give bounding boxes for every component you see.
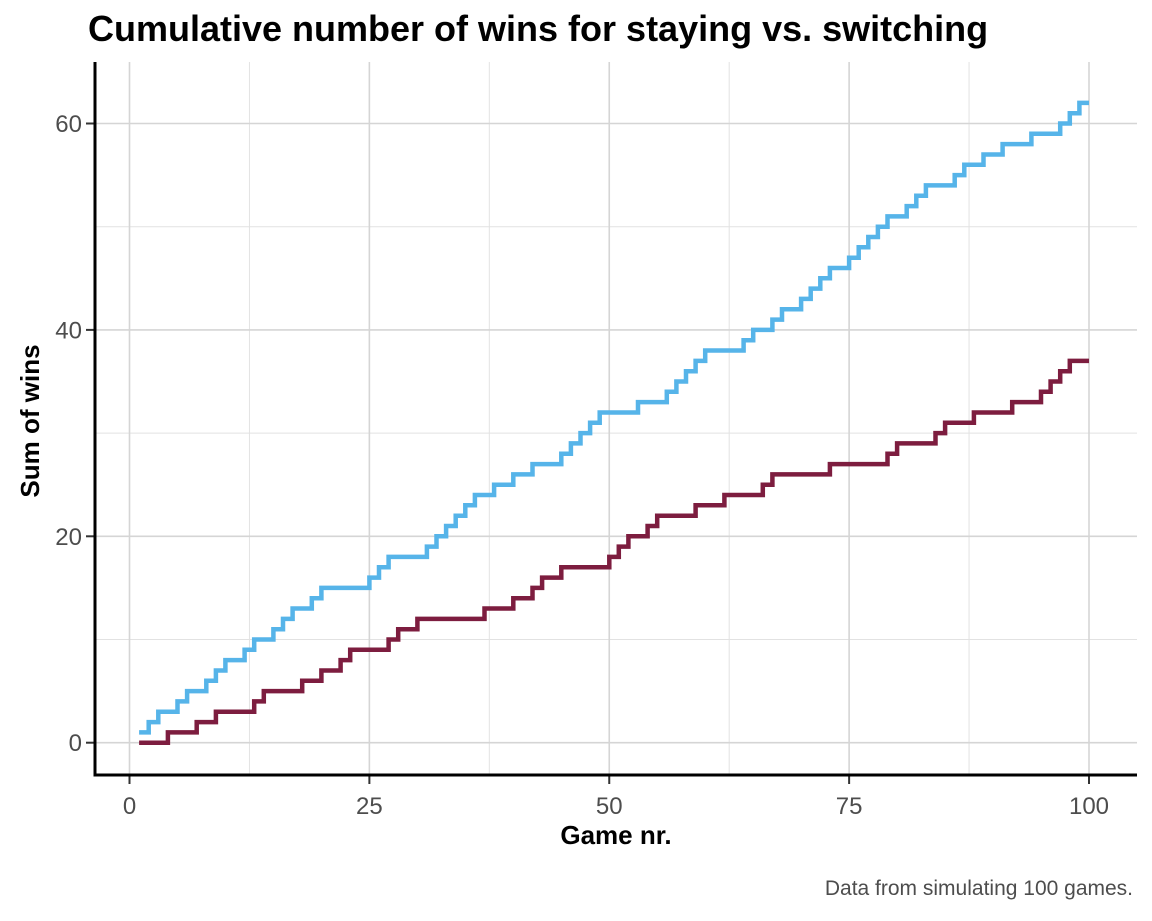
x-tick-label: 75	[836, 793, 863, 820]
y-tick-label: 0	[69, 730, 82, 757]
x-tick-label: 0	[123, 793, 136, 820]
x-tick-label: 50	[596, 793, 623, 820]
x-tick-label: 25	[356, 793, 383, 820]
y-tick-label: 20	[55, 524, 82, 551]
chart-title: Cumulative number of wins for staying vs…	[88, 8, 989, 49]
y-axis-label: Sum of wins	[15, 344, 45, 498]
series-line-switching	[139, 100, 1089, 735]
series-line-staying	[139, 358, 1089, 745]
y-tick-label: 40	[55, 317, 82, 344]
x-tick-label: 100	[1069, 793, 1109, 820]
x-axis-label: Game nr.	[560, 820, 672, 850]
y-tick-label: 60	[55, 111, 82, 138]
chart-caption: Data from simulating 100 games.	[824, 877, 1133, 900]
